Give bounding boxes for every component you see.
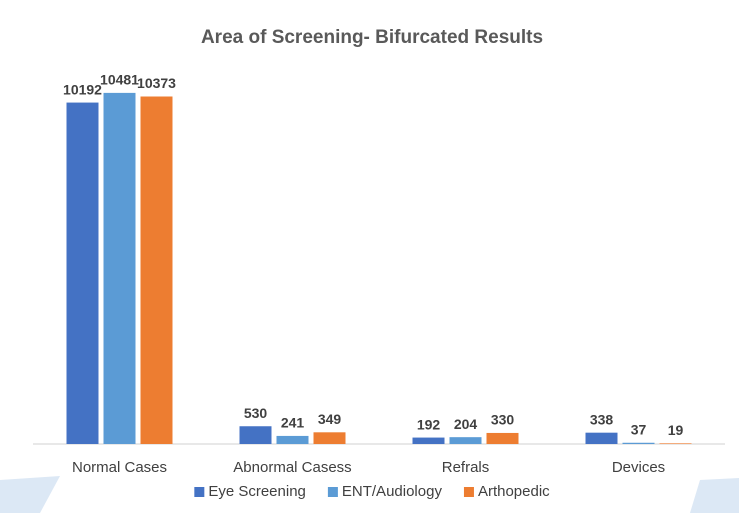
bar	[449, 437, 482, 444]
legend-swatch	[194, 487, 205, 497]
x-tick-label: Refrals	[442, 459, 490, 476]
bar	[239, 426, 272, 444]
bar	[659, 443, 692, 444]
data-label: 330	[491, 412, 515, 428]
chart-title: Area of Screening- Bifurcated Results	[201, 27, 543, 48]
bar	[103, 92, 136, 444]
data-label: 192	[417, 416, 441, 432]
data-label: 338	[590, 411, 614, 427]
legend-label: ENT/Audiology	[342, 483, 443, 500]
data-label: 349	[318, 411, 342, 427]
legend-label: Arthopedic	[478, 483, 550, 500]
bar	[486, 432, 519, 444]
data-label: 37	[631, 421, 647, 437]
x-tick-label: Abnormal Casess	[233, 459, 351, 476]
bar	[622, 442, 655, 444]
x-tick-label: Normal Cases	[72, 459, 167, 476]
legend-swatch	[327, 487, 338, 497]
data-label: 10192	[63, 81, 102, 97]
legend-swatch	[463, 487, 474, 497]
bar	[585, 432, 618, 444]
bar	[412, 437, 445, 444]
bar	[66, 102, 99, 445]
data-label: 10373	[137, 75, 176, 91]
decoration	[690, 478, 739, 513]
bar	[313, 432, 346, 444]
data-label: 204	[454, 416, 478, 432]
data-label: 19	[668, 422, 684, 438]
bar	[140, 96, 173, 444]
bar	[276, 435, 309, 444]
legend-label: Eye Screening	[208, 483, 306, 500]
x-tick-label: Devices	[612, 459, 665, 476]
data-label: 10481	[100, 72, 139, 88]
decoration	[0, 476, 60, 513]
data-label: 241	[281, 415, 305, 431]
data-label: 530	[244, 405, 268, 421]
